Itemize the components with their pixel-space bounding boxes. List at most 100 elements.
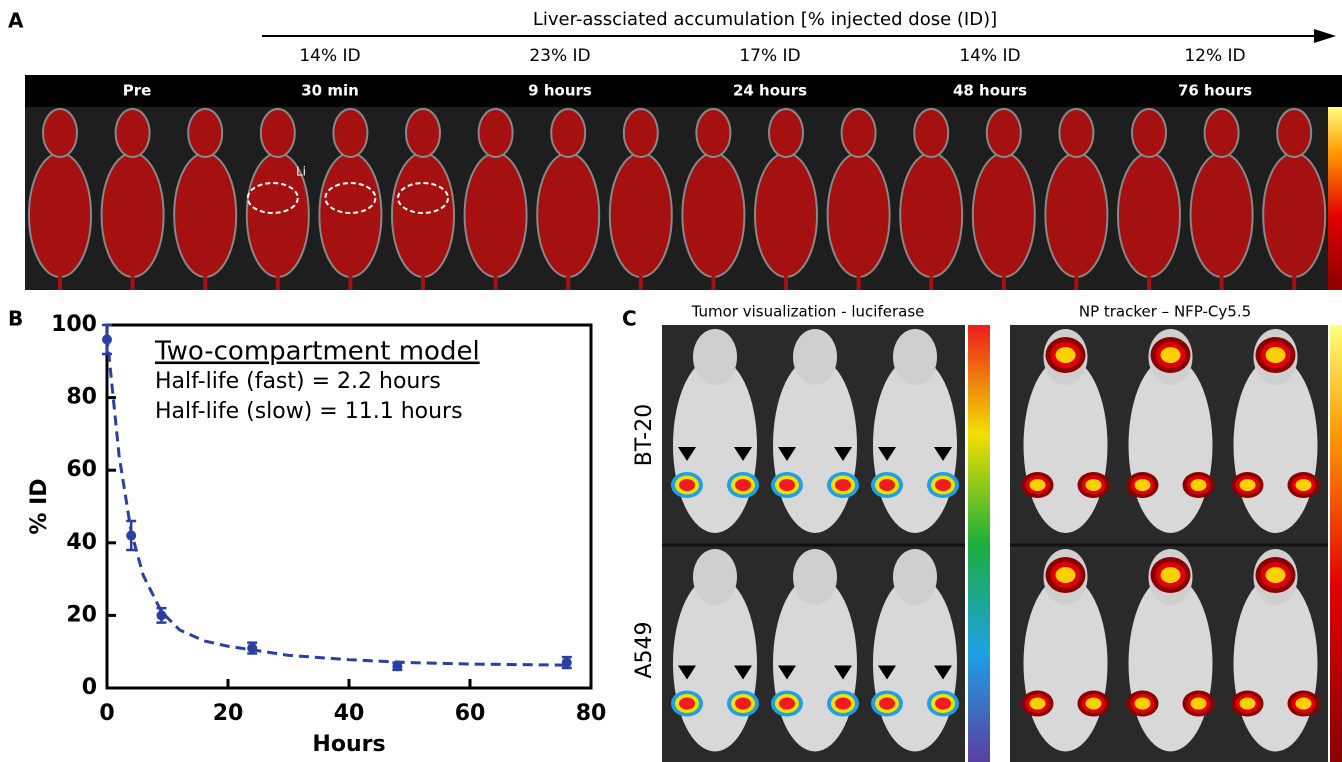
time-label: 9 hours xyxy=(528,82,592,100)
signal xyxy=(1296,479,1312,491)
mouse-body xyxy=(102,153,164,277)
signal xyxy=(1086,698,1102,710)
mouse-body xyxy=(1045,153,1107,277)
y-tick-label: 0 xyxy=(82,675,97,700)
mouse-head xyxy=(1059,109,1093,157)
row-label: BT-20 xyxy=(632,404,657,466)
mouse-head xyxy=(333,109,367,157)
signal xyxy=(879,479,895,491)
signal xyxy=(735,698,751,710)
signal xyxy=(779,479,795,491)
panel-label: A xyxy=(8,9,24,33)
mouse-head xyxy=(1132,109,1166,157)
mouse-tail xyxy=(58,275,62,290)
mouse-head xyxy=(893,549,937,605)
mouse-head xyxy=(43,109,77,157)
mouse-tail xyxy=(929,275,933,290)
mouse-body xyxy=(174,153,236,277)
dose-label: 17% ID xyxy=(739,46,800,66)
signal xyxy=(779,698,795,710)
signal xyxy=(835,479,851,491)
x-axis-label: Hours xyxy=(312,732,385,757)
mouse-head xyxy=(893,329,937,385)
mouse-head xyxy=(188,109,222,157)
mouse-tail xyxy=(1002,275,1006,290)
annotation: Two-compartment model xyxy=(154,337,480,367)
mouse-body xyxy=(319,153,381,277)
x-tick-label: 40 xyxy=(334,701,365,726)
time-label: 48 hours xyxy=(953,82,1027,100)
mouse-head xyxy=(624,109,658,157)
time-label: 76 hours xyxy=(1178,82,1252,100)
mouse-body xyxy=(973,153,1035,277)
mouse-body xyxy=(900,153,962,277)
mouse-tail xyxy=(784,275,788,290)
mouse-tail xyxy=(1220,275,1224,290)
figure: A Liver-assciated accumulation [% inject… xyxy=(0,0,1342,762)
signal xyxy=(1086,479,1102,491)
mouse-head xyxy=(116,109,150,157)
mouse-head xyxy=(479,109,513,157)
mouse-tail xyxy=(566,275,570,290)
signal xyxy=(1135,479,1151,491)
mouse-tail xyxy=(1147,275,1151,290)
mouse-tail xyxy=(421,275,425,290)
y-tick-label: 60 xyxy=(66,457,97,482)
dose-label: 23% ID xyxy=(529,46,590,66)
mouse-head xyxy=(693,329,737,385)
signal xyxy=(1191,479,1207,491)
mouse-tail xyxy=(203,275,207,290)
signal xyxy=(735,479,751,491)
mouse-body xyxy=(392,153,454,277)
time-strip xyxy=(25,75,1342,107)
dose-label: 14% ID xyxy=(299,46,360,66)
mouse-tail xyxy=(1292,275,1296,290)
mouse-body xyxy=(682,153,744,277)
mouse-head xyxy=(261,109,295,157)
mouse-tail xyxy=(857,275,861,290)
mouse-tail xyxy=(639,275,643,290)
mouse-tail xyxy=(276,275,280,290)
mouse-head xyxy=(842,109,876,157)
mouse-body xyxy=(1191,153,1253,277)
mouse-body xyxy=(537,153,599,277)
signal xyxy=(935,479,951,491)
signal xyxy=(1161,347,1181,363)
mouse-tail xyxy=(494,275,498,290)
time-label: 24 hours xyxy=(733,82,807,100)
axis-title: Liver-assciated accumulation [% injected… xyxy=(533,9,997,30)
mouse-head xyxy=(793,549,837,605)
signal xyxy=(1266,347,1286,363)
signal xyxy=(1161,567,1181,583)
mouse-head xyxy=(1277,109,1311,157)
annotation: Half-life (fast) = 2.2 hours xyxy=(155,369,441,394)
signal xyxy=(1240,479,1256,491)
mouse-head xyxy=(793,329,837,385)
y-tick-label: 80 xyxy=(66,385,97,410)
colorbar xyxy=(1328,107,1342,290)
mouse-head xyxy=(696,109,730,157)
arrow-head xyxy=(1314,29,1336,43)
signal xyxy=(879,698,895,710)
x-tick-label: 60 xyxy=(455,701,486,726)
mouse-body xyxy=(1118,153,1180,277)
y-tick-label: 100 xyxy=(51,312,97,337)
mouse-body xyxy=(1263,153,1325,277)
dose-label: 12% ID xyxy=(1184,46,1245,66)
signal xyxy=(1266,567,1286,583)
image-title: NP tracker – NFP-Cy5.5 xyxy=(1079,303,1251,321)
signal xyxy=(1191,698,1207,710)
mouse-tail xyxy=(348,275,352,290)
signal xyxy=(1056,347,1076,363)
colorbar xyxy=(968,325,990,762)
mouse-body xyxy=(755,153,817,277)
mouse-body xyxy=(610,153,672,277)
signal xyxy=(1296,698,1312,710)
signal xyxy=(935,698,951,710)
image-title: Tumor visualization - luciferase xyxy=(691,303,925,321)
panel-label: B xyxy=(8,307,23,331)
signal xyxy=(1030,698,1046,710)
annotation: Half-life (slow) = 11.1 hours xyxy=(155,399,463,424)
time-label: 30 min xyxy=(301,82,359,100)
dose-label: 14% ID xyxy=(959,46,1020,66)
